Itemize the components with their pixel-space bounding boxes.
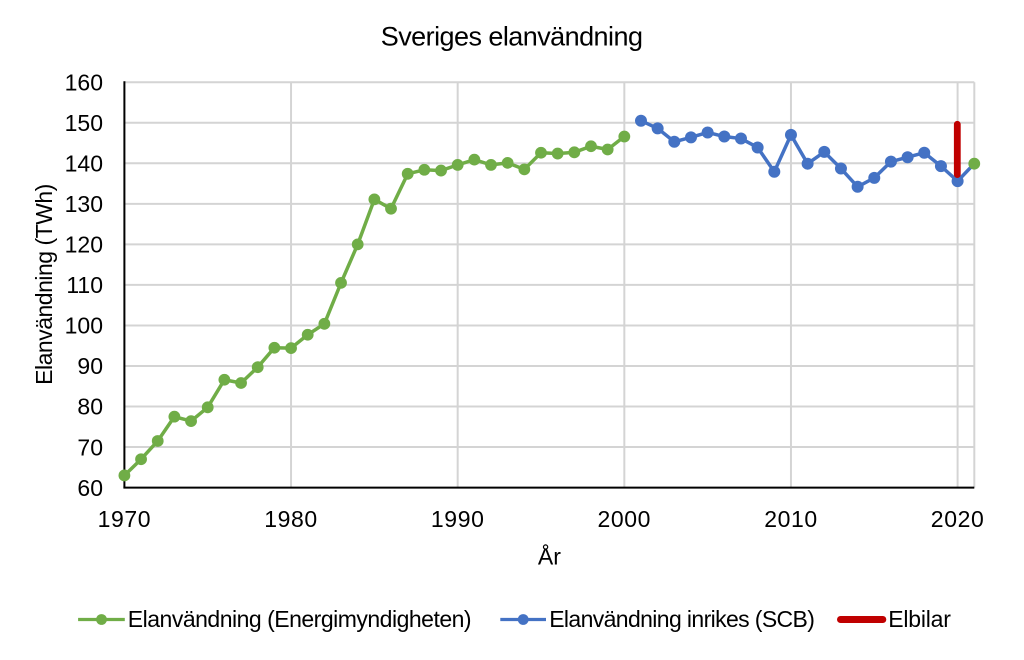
svg-text:Elanvändning (Energimyndighete: Elanvändning (Energimyndigheten) xyxy=(128,606,471,632)
svg-text:100: 100 xyxy=(65,313,103,339)
svg-text:60: 60 xyxy=(77,475,103,501)
svg-text:160: 160 xyxy=(65,69,103,95)
svg-text:80: 80 xyxy=(77,394,103,420)
svg-text:130: 130 xyxy=(65,191,103,217)
svg-text:2010: 2010 xyxy=(764,506,818,532)
svg-text:Elanvändning inrikes (SCB): Elanvändning inrikes (SCB) xyxy=(549,606,814,632)
svg-text:Elanvändning (TWh): Elanvändning (TWh) xyxy=(31,184,57,385)
svg-text:2020: 2020 xyxy=(931,506,985,532)
svg-text:Sveriges elanvändning: Sveriges elanvändning xyxy=(381,22,643,52)
svg-text:Elbilar: Elbilar xyxy=(888,606,951,632)
svg-text:1980: 1980 xyxy=(264,506,318,532)
svg-text:70: 70 xyxy=(77,434,103,460)
svg-text:150: 150 xyxy=(65,110,103,136)
svg-text:1990: 1990 xyxy=(431,506,485,532)
svg-text:År: År xyxy=(538,543,561,570)
svg-text:2000: 2000 xyxy=(598,506,652,532)
svg-text:140: 140 xyxy=(65,151,103,177)
svg-text:1970: 1970 xyxy=(98,506,152,532)
svg-text:120: 120 xyxy=(65,232,103,258)
svg-text:90: 90 xyxy=(77,353,103,379)
svg-text:110: 110 xyxy=(66,272,103,298)
